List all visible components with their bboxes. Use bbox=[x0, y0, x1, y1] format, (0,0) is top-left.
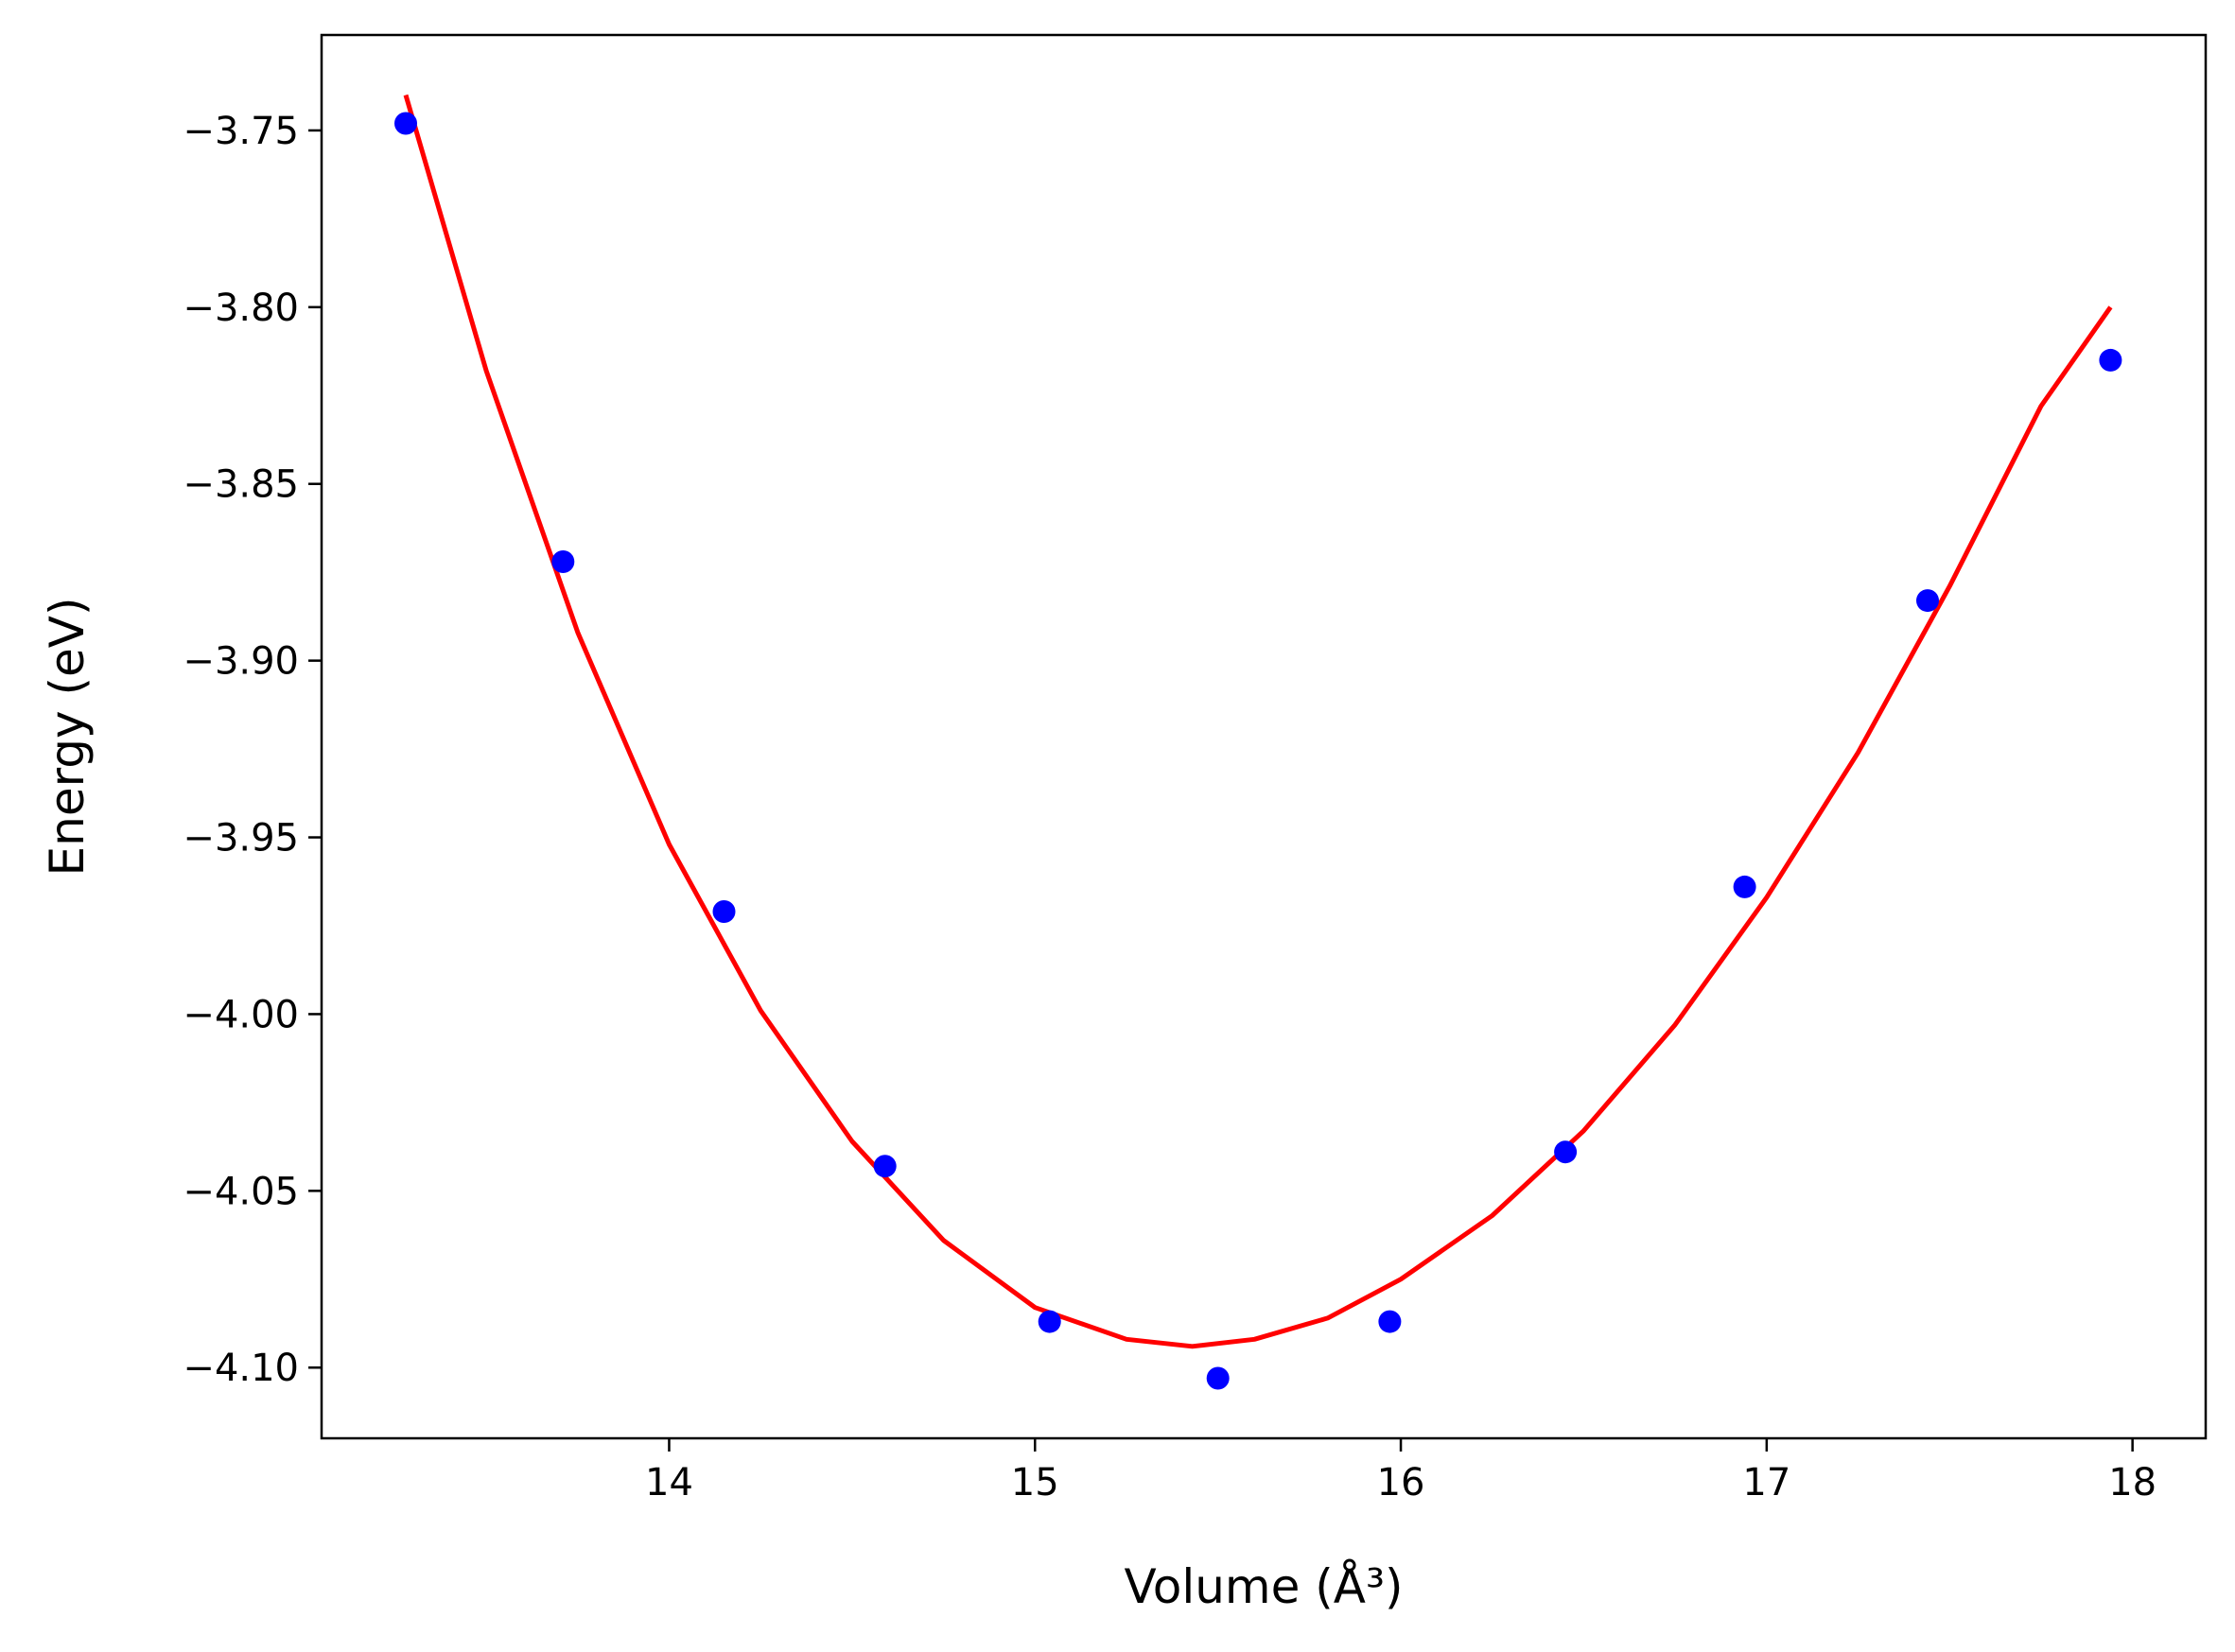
data-point bbox=[712, 900, 736, 923]
data-point bbox=[1378, 1310, 1402, 1333]
x-axis-label: Volume (Å³) bbox=[1124, 1559, 1403, 1614]
data-point bbox=[551, 550, 575, 573]
data-point bbox=[2099, 348, 2122, 372]
data-point bbox=[1733, 875, 1756, 898]
ticks: 14 15 16 17 18 −3.75 −3.80 −3.85 −3.90 −3.95 −4.00… bbox=[183, 110, 2156, 1504]
fit-curve bbox=[403, 94, 2113, 1349]
y-tick-label: −4.10 bbox=[183, 1347, 299, 1390]
data-point bbox=[873, 1155, 897, 1178]
y-tick-label: −4.00 bbox=[183, 993, 299, 1036]
plot-area bbox=[394, 94, 2122, 1390]
x-tick-label: 14 bbox=[645, 1461, 693, 1504]
x-tick-label: 15 bbox=[1011, 1461, 1059, 1504]
x-tick-label: 18 bbox=[2108, 1461, 2156, 1504]
data-point bbox=[394, 112, 417, 135]
x-tick-label: 16 bbox=[1377, 1461, 1425, 1504]
y-tick-label: −3.85 bbox=[183, 463, 299, 507]
y-tick-label: −3.90 bbox=[183, 640, 299, 684]
data-point bbox=[1206, 1366, 1230, 1390]
x-tick-label: 17 bbox=[1742, 1461, 1790, 1504]
axes-frame bbox=[320, 33, 2208, 1440]
y-tick-label: −3.95 bbox=[183, 817, 299, 861]
data-point bbox=[1554, 1140, 1578, 1164]
y-tick-label: −3.80 bbox=[183, 287, 299, 330]
y-tick-label: −3.75 bbox=[183, 110, 299, 153]
y-axis-label: Energy (eV) bbox=[40, 598, 95, 877]
data-point bbox=[1038, 1310, 1061, 1333]
y-tick-label: −4.05 bbox=[183, 1170, 299, 1213]
data-point bbox=[1916, 589, 1939, 613]
